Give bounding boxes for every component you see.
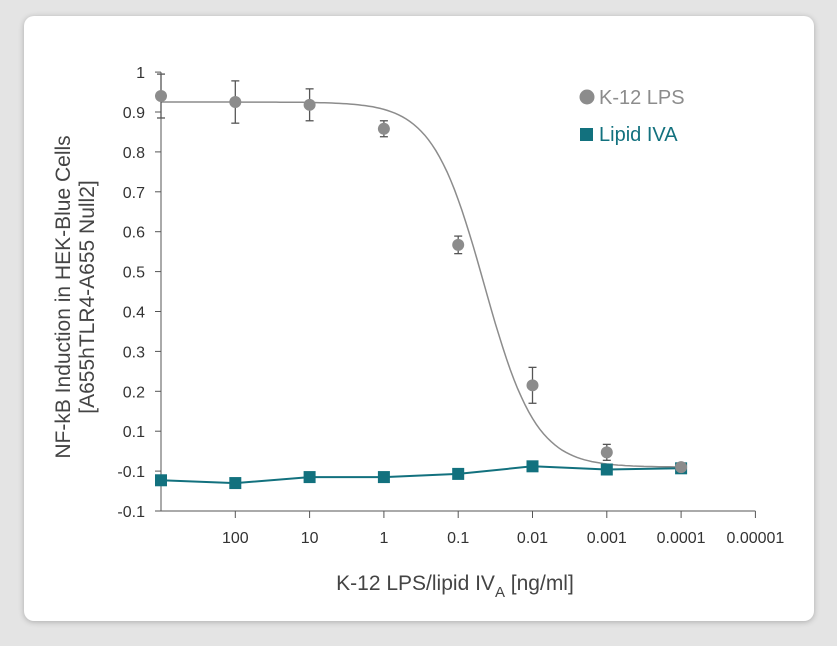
x-tick-label: 0.00001 (726, 530, 784, 547)
y-tick-label: -0.1 (117, 504, 145, 521)
x-tick-label: 10 (301, 530, 319, 547)
legend: K-12 LPS Lipid IVA (579, 87, 685, 146)
legend-marker-k12-lps (579, 89, 595, 105)
y-axis-title-line-1: NF-kB Induction in HEK-Blue Cells (52, 135, 75, 458)
lipid-iva-point (155, 474, 167, 487)
y-tick-label: 0.4 (123, 305, 145, 322)
legend-label-lipid-iva: Lipid IVA (599, 124, 678, 146)
k12-lps-point (155, 90, 167, 103)
chart-card (24, 16, 814, 621)
y-tick-label: 0.1 (123, 424, 145, 441)
legend-label-k12-lps: K-12 LPS (599, 87, 685, 109)
series-layer (155, 73, 688, 490)
y-axis-title-line-2: [A655hTLR4-A655 Null2] (76, 180, 99, 413)
y-tick-label: -0.1 (117, 464, 145, 481)
k12-lps-fit-curve (161, 101, 682, 468)
lipid-iva-point (229, 477, 242, 490)
k12-lps-point (675, 461, 688, 474)
y-tick-label: 0.6 (123, 225, 145, 242)
y-tick-label: 0.3 (123, 344, 145, 361)
k12-lps-point (526, 379, 539, 392)
k12-lps-point (377, 122, 390, 135)
x-axis-title: K-12 LPS/lipid IVA [ng/ml] (336, 572, 574, 601)
lipid-iva-line (160, 465, 682, 485)
x-tick-label: 0.0001 (657, 530, 706, 547)
y-axis-title: NF-kB Induction in HEK-Blue Cells [A655h… (52, 135, 99, 458)
y-tick-label: 1 (136, 65, 145, 82)
axes: 100 10 1 0.1 0.01 0.001 0.0001 0.00001 -0.1 -0.1 0… (117, 65, 784, 547)
legend-marker-lipid-iva (580, 128, 593, 141)
k12-lps-point (229, 96, 242, 109)
k12-lps-point (452, 238, 465, 251)
lipid-iva-point (303, 471, 316, 484)
x-tick-label: 0.1 (447, 530, 469, 547)
lipid-iva-point (600, 463, 613, 476)
x-tick-label: 1 (379, 530, 388, 547)
y-tick-label: 0.9 (123, 105, 145, 122)
y-tick-label: 0.2 (123, 384, 145, 401)
y-tick-label: 0.5 (123, 265, 145, 282)
fit-curve-layer (161, 101, 682, 468)
x-tick-label: 0.001 (587, 530, 627, 547)
k12-lps-point (303, 98, 316, 111)
lipid-iva-point (377, 471, 390, 484)
lipid-iva-point (526, 460, 539, 473)
lipid-iva-point (452, 467, 465, 480)
y-tick-label: 0.7 (123, 185, 145, 202)
k12-lps-point (600, 446, 613, 459)
y-tick-label: 0.8 (123, 145, 145, 162)
x-tick-label: 0.01 (517, 530, 548, 547)
x-tick-label: 100 (222, 530, 249, 547)
